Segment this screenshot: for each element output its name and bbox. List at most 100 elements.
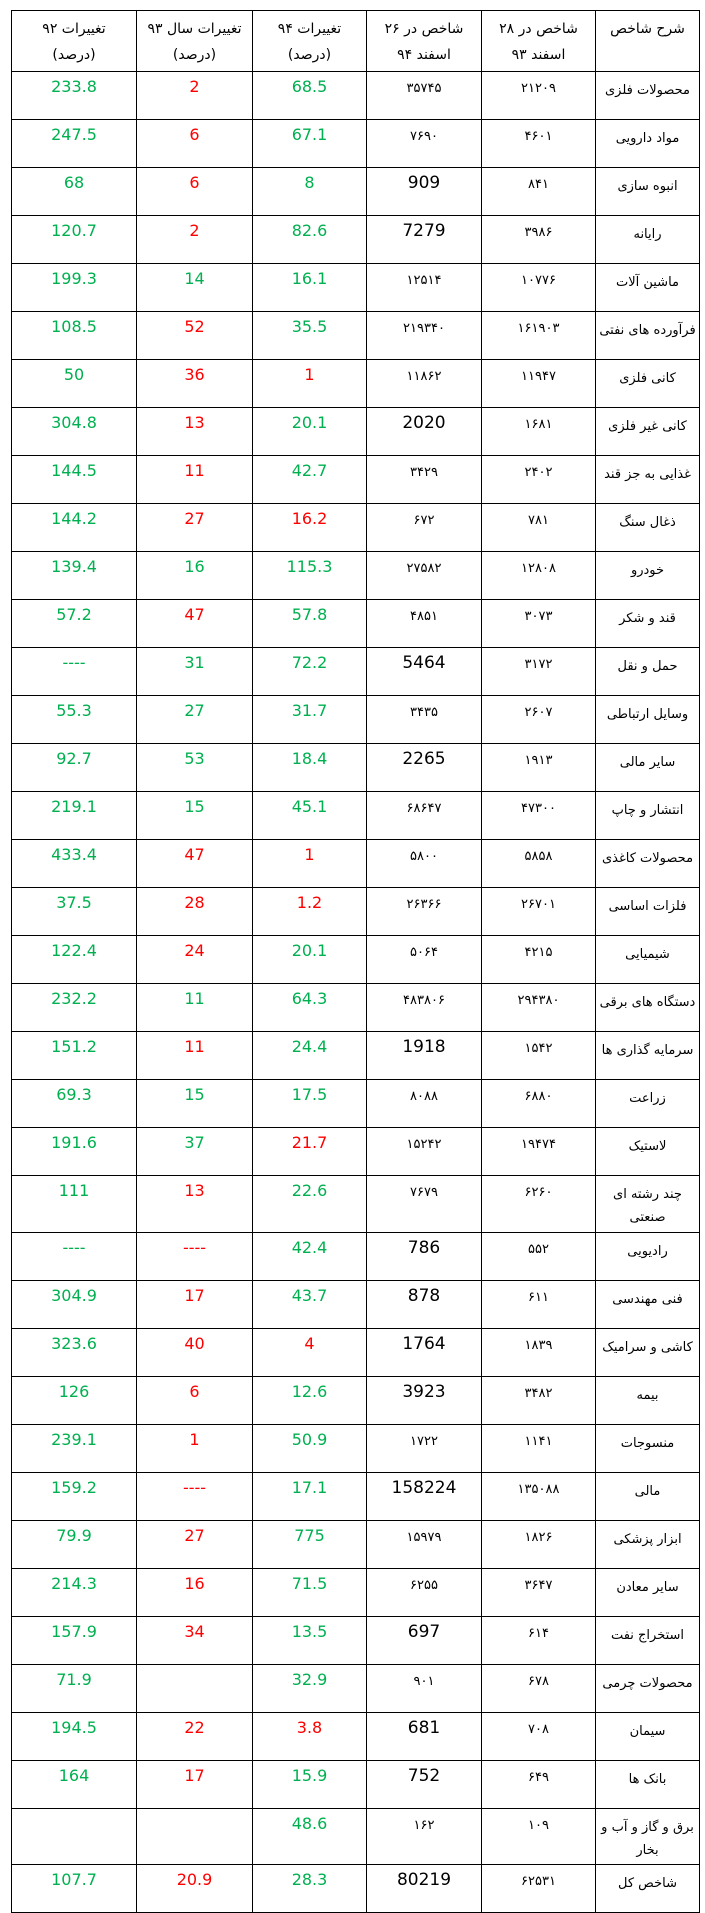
change-92-cell: 69.3 [11,1078,137,1128]
index-esfand-93-cell: ۱۶۸۱ [481,406,596,456]
change-92-cell: 214.3 [11,1567,137,1617]
change-93-cell: 2 [136,70,253,120]
change-94-cell: 13.5 [252,1615,367,1665]
index-esfand-94-cell: ۵۰۶۴ [366,934,482,984]
sector-name-cell: قند و شکر [595,598,700,648]
index-esfand-94-cell: 7279 [366,214,482,264]
change-94-cell: 57.8 [252,598,367,648]
index-esfand-93-cell: ۱۶۱۹۰۳ [481,310,596,360]
sector-name-cell: بانک ها [595,1759,700,1809]
sector-name-cell: حمل و نقل [595,646,700,696]
change-92-cell: 151.2 [11,1030,137,1080]
sector-name-cell: انبوه سازی [595,166,700,216]
sector-name-cell: سایر مالی [595,742,700,792]
header-change-94-percent: تغییرات ۹۴ (درصد) [252,10,367,72]
index-esfand-94-cell: 80219 [366,1864,482,1913]
index-esfand-93-cell: ۲۴۰۲ [481,454,596,504]
index-esfand-93-cell: ۶۸۸۰ [481,1078,596,1128]
table-row: محصولات کاغذی ۵۸۵۸ ۵۸۰۰ 1 47 433.4 [11,838,700,888]
change-93-cell: 52 [136,310,253,360]
table-row: شاخص کل ۶۲۵۳۱ 80219 28.3 20.9 107.7 [11,1864,700,1913]
index-esfand-93-cell: ۲۱۲۰۹ [481,70,596,120]
index-esfand-94-cell: ۱۵۲۴۲ [366,1126,482,1176]
sector-index-table: شرح شاخص شاخص در ۲۸ اسفند ۹۳ شاخص در ۲۶ … [11,10,700,1913]
header-line-1: تغییرات ۹۴ [277,21,342,37]
sector-name-cell: دستگاه های برقی [595,982,700,1032]
change-94-cell: 32.9 [252,1663,367,1713]
change-94-cell: 15.9 [252,1759,367,1809]
index-esfand-94-cell: 158224 [366,1471,482,1521]
index-esfand-94-cell: ۴۸۳۸۰۶ [366,982,482,1032]
change-92-cell [11,1807,137,1866]
index-esfand-93-cell: ۱۸۲۶ [481,1519,596,1569]
sector-name-cell: فرآورده های نفتی [595,310,700,360]
change-92-cell: 304.8 [11,406,137,456]
index-esfand-94-cell: ۶۷۲ [366,502,482,552]
index-esfand-94-cell: 3923 [366,1375,482,1425]
change-92-cell: 50 [11,358,137,408]
change-94-cell: 4 [252,1327,367,1377]
index-esfand-94-cell: ۱۵۹۷۹ [366,1519,482,1569]
index-esfand-93-cell: ۱۱۴۱ [481,1423,596,1473]
change-94-cell: 48.6 [252,1807,367,1866]
index-esfand-93-cell: ۲۶۷۰۱ [481,886,596,936]
table-row: محصولات چرمی ۶۷۸ ۹۰۱ 32.9 71.9 [11,1663,700,1713]
table-row: ماشین آلات ۱۰۷۷۶ ۱۲۵۱۴ 16.1 14 199.3 [11,262,700,312]
header-sector-description: شرح شاخص [595,10,700,72]
index-esfand-94-cell: ۷۶۹۰ [366,118,482,168]
index-esfand-93-cell: ۲۹۴۳۸۰ [481,982,596,1032]
index-esfand-94-cell: ۱۲۵۱۴ [366,262,482,312]
index-esfand-94-cell: 1918 [366,1030,482,1080]
change-92-cell: 126 [11,1375,137,1425]
table-row: زراعت ۶۸۸۰ ۸۰۸۸ 17.5 15 69.3 [11,1078,700,1128]
index-esfand-93-cell: ۱۳۵۰۸۸ [481,1471,596,1521]
change-93-cell: 47 [136,838,253,888]
change-94-cell: 3.8 [252,1711,367,1761]
index-esfand-94-cell: 697 [366,1615,482,1665]
table-row: مواد دارویی ۴۶۰۱ ۷۶۹۰ 67.1 6 247.5 [11,118,700,168]
table-row: چند رشته ای صنعتی ۶۲۶۰ ۷۶۷۹ 22.6 13 111 [11,1174,700,1233]
sector-name-cell: ابزار پزشکی [595,1519,700,1569]
change-93-cell: 20.9 [136,1864,253,1913]
sector-name-cell: بیمه [595,1375,700,1425]
change-94-cell: 1 [252,838,367,888]
index-esfand-94-cell: 5464 [366,646,482,696]
index-esfand-93-cell: ۳۰۷۳ [481,598,596,648]
index-esfand-93-cell: ۵۸۵۸ [481,838,596,888]
index-esfand-94-cell: ۲۷۵۸۲ [366,550,482,600]
change-94-cell: 21.7 [252,1126,367,1176]
sector-name-cell: کانی غیر فلزی [595,406,700,456]
sector-name-cell: کاشی و سرامیک [595,1327,700,1377]
change-92-cell: 120.7 [11,214,137,264]
index-esfand-93-cell: ۱۸۳۹ [481,1327,596,1377]
table-row: برق و گاز و آب و بخار ۱۰۹ ۱۶۲ 48.6 [11,1807,700,1866]
sector-name-cell: مالی [595,1471,700,1521]
sector-name-cell: لاستیک [595,1126,700,1176]
table-row: کانی فلزی ۱۱۹۴۷ ۱۱۸۶۲ 1 36 50 [11,358,700,408]
header-line-1: تغییرات ۹۲ [42,21,106,37]
table-row: منسوجات ۱۱۴۱ ۱۷۲۲ 50.9 1 239.1 [11,1423,700,1473]
sector-name-cell: استخراج نفت [595,1615,700,1665]
change-93-cell: 17 [136,1759,253,1809]
header-change-year-93-percent: تغییرات سال ۹۳ (درصد) [136,10,253,72]
change-93-cell: 6 [136,166,253,216]
table-row: انتشار و چاپ ۴۷۳۰۰ ۶۸۶۴۷ 45.1 15 219.1 [11,790,700,840]
index-esfand-93-cell: ۶۱۴ [481,1615,596,1665]
change-93-cell: 14 [136,262,253,312]
index-esfand-93-cell: ۸۴۱ [481,166,596,216]
change-93-cell: 47 [136,598,253,648]
change-93-cell: ---- [136,1231,253,1281]
sector-name-cell: غذایی به جز قند [595,454,700,504]
table-row: رادیویی ۵۵۲ 786 42.4 ---- ---- [11,1231,700,1281]
sector-name-cell: محصولات چرمی [595,1663,700,1713]
index-esfand-93-cell: ۱۲۸۰۸ [481,550,596,600]
table-row: شیمیایی ۴۲۱۵ ۵۰۶۴ 20.1 24 122.4 [11,934,700,984]
table-header: شرح شاخص شاخص در ۲۸ اسفند ۹۳ شاخص در ۲۶ … [11,10,700,72]
change-93-cell: 31 [136,646,253,696]
index-esfand-94-cell: 786 [366,1231,482,1281]
sector-name-cell: زراعت [595,1078,700,1128]
index-esfand-93-cell: ۶۲۶۰ [481,1174,596,1233]
change-92-cell: ---- [11,646,137,696]
change-94-cell: 72.2 [252,646,367,696]
change-93-cell [136,1807,253,1866]
